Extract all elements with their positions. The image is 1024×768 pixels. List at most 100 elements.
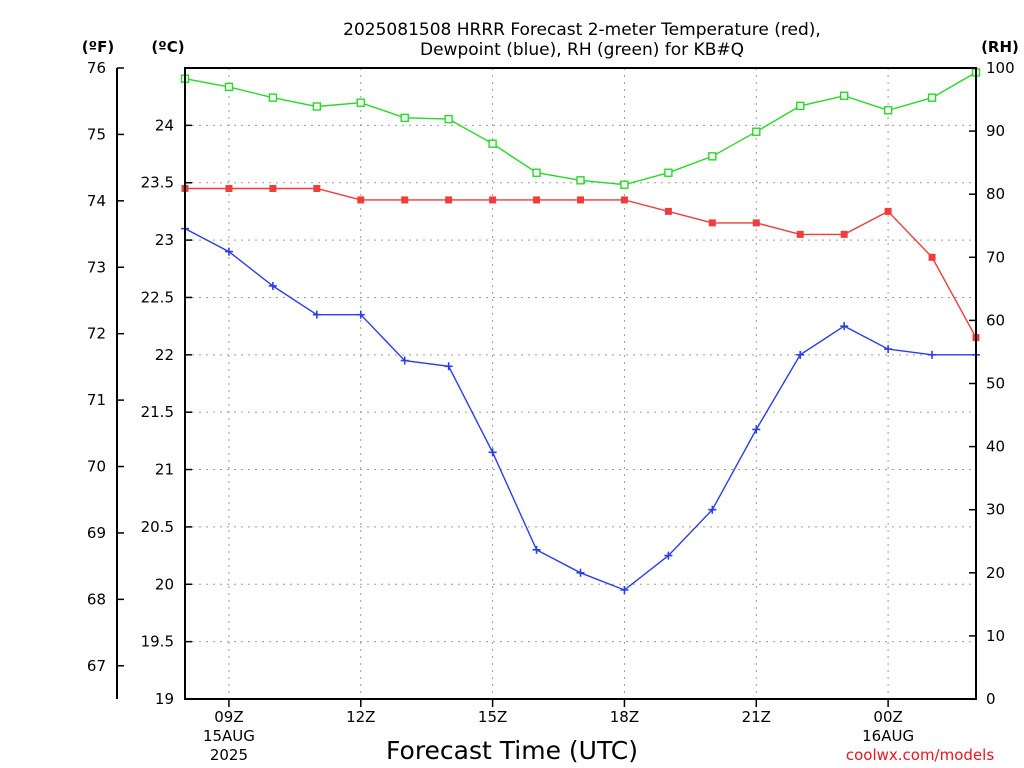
fahrenheit-tick-label: 76 — [87, 59, 106, 77]
temperature-point — [357, 196, 365, 204]
celsius-tick-label: 24 — [155, 116, 174, 134]
temperature-point — [884, 207, 892, 215]
rh-tick-label: 80 — [986, 185, 1005, 203]
rh-point — [444, 114, 453, 124]
celsius-unit-label: (ºC) — [151, 38, 184, 56]
tick-labels: 24 23.5 23 22.5 22 21.5 21 20.5 20 19.5 19 09Z15AUG… — [87, 59, 1015, 764]
dewpoint-point — [400, 356, 409, 365]
celsius-tick-label: 19.5 — [141, 633, 174, 651]
temperature-point — [401, 196, 409, 204]
temperature-series-line — [185, 187, 977, 338]
credit-text: coolwx.com/models — [846, 746, 994, 764]
dewpoint-point — [796, 350, 805, 359]
temperature-point — [796, 230, 804, 238]
temperature-point — [313, 184, 321, 192]
chart-title-line2: Dewpoint (blue), RH (green) for KB#Q — [420, 40, 744, 60]
fahrenheit-tick-label: 73 — [87, 258, 106, 276]
dewpoint-point — [488, 448, 497, 457]
fahrenheit-tick-label: 67 — [87, 657, 106, 675]
dewpoint-point — [840, 322, 849, 331]
axes — [116, 67, 976, 707]
x-tick-date: 15AUG — [203, 727, 255, 745]
x-tick-label: 15Z — [478, 708, 507, 726]
dewpoint-point — [532, 545, 541, 554]
rh-tick-label: 50 — [986, 375, 1005, 393]
fahrenheit-tick-label: 71 — [87, 391, 106, 409]
dewpoint-point — [268, 281, 277, 290]
temperature-point — [445, 196, 453, 204]
fahrenheit-tick-label: 72 — [87, 325, 106, 343]
temperature-point — [489, 196, 497, 204]
dewpoint-point — [312, 310, 321, 319]
temperature-point — [533, 196, 541, 204]
celsius-tick-label: 19 — [155, 690, 174, 708]
rh-point — [532, 168, 541, 177]
celsius-tick-label: 21 — [155, 461, 174, 479]
fahrenheit-tick-label: 68 — [87, 590, 106, 608]
rh-point — [268, 93, 278, 102]
rh-point — [796, 101, 805, 111]
rh-tick-label: 60 — [986, 311, 1005, 329]
temperature-point — [620, 196, 628, 204]
dewpoint-point — [576, 568, 585, 577]
rh-point — [839, 91, 849, 100]
dewpoint-point — [224, 247, 233, 256]
rh-point — [752, 127, 761, 136]
celsius-tick-label: 20 — [155, 575, 174, 593]
dewpoint-point — [752, 425, 761, 434]
dewpoint-point — [928, 350, 937, 359]
celsius-tick-label: 23 — [155, 231, 174, 249]
rh-unit-label: (RH) — [981, 38, 1019, 56]
rh-series-line — [184, 71, 977, 186]
rh-point — [356, 98, 365, 107]
dewpoint-series-line — [184, 227, 976, 591]
x-tick-label: 21Z — [742, 708, 771, 726]
dewpoint-point — [664, 551, 673, 560]
rh-tick-label: 30 — [986, 501, 1005, 519]
rh-tick-label: 40 — [986, 438, 1005, 456]
dewpoint-point — [356, 310, 365, 319]
temperature-point — [708, 219, 716, 227]
temperature-point — [928, 253, 936, 261]
x-axis-label: Forecast Time (UTC) — [386, 736, 638, 765]
temperature-point — [664, 207, 672, 215]
temperature-point — [269, 184, 277, 192]
fahrenheit-unit-label: (ºF) — [82, 38, 114, 56]
rh-point — [927, 93, 937, 102]
dewpoint-point — [884, 345, 893, 354]
x-tick-label: 00Z — [873, 708, 902, 726]
fahrenheit-tick-label: 75 — [87, 125, 106, 143]
rh-tick-label: 70 — [986, 248, 1005, 266]
x-tick-label: 12Z — [346, 708, 375, 726]
temperature-point — [840, 230, 848, 238]
fahrenheit-tick-label: 74 — [87, 192, 106, 210]
dewpoint-point — [444, 362, 453, 371]
rh-point — [224, 82, 234, 92]
rh-point — [664, 168, 673, 177]
fahrenheit-tick-label: 70 — [87, 458, 106, 476]
rh-point — [576, 176, 585, 185]
plot-frame — [184, 67, 977, 700]
celsius-tick-label: 22 — [155, 346, 174, 364]
rh-point — [620, 180, 629, 189]
chart-title-line1: 2025081508 HRRR Forecast 2-meter Tempera… — [343, 20, 821, 40]
dewpoint-point — [708, 505, 717, 514]
rh-point — [708, 152, 717, 161]
rh-tick-label: 100 — [986, 59, 1015, 77]
celsius-tick-label: 23.5 — [141, 174, 174, 192]
temperature-point — [752, 219, 760, 227]
temperature-point — [225, 184, 233, 192]
x-tick-label: 09Z — [214, 708, 243, 726]
celsius-tick-label: 21.5 — [141, 403, 174, 421]
grid — [185, 68, 976, 699]
rh-point — [400, 113, 409, 123]
dewpoint-point — [620, 586, 629, 595]
rh-tick-label: 20 — [986, 564, 1005, 582]
rh-tick-label: 0 — [986, 690, 996, 708]
temperature-point — [577, 196, 584, 204]
rh-point — [488, 139, 497, 148]
x-tick-year: 2025 — [210, 746, 248, 764]
x-tick-date: 16AUG — [862, 727, 914, 745]
rh-point — [312, 102, 322, 111]
